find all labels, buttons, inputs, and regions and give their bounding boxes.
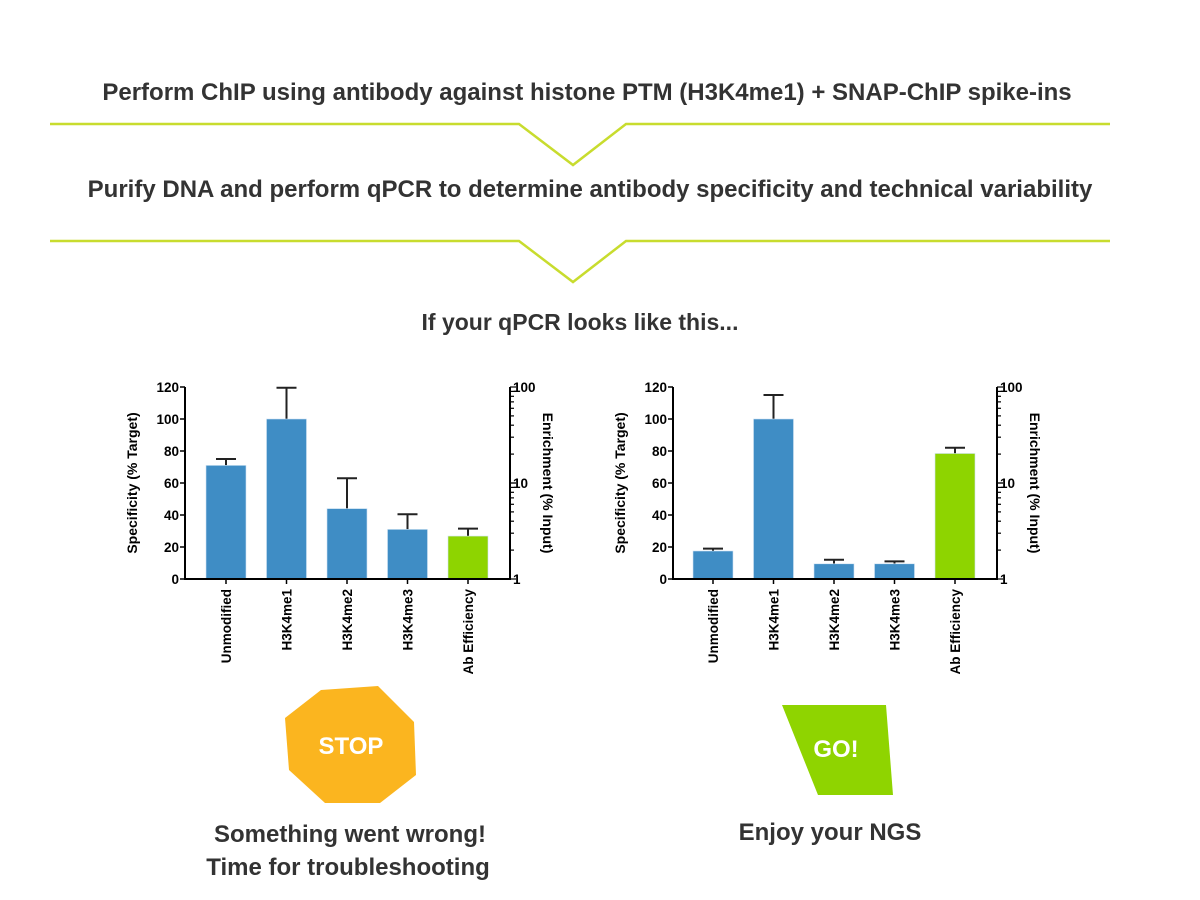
stop-sign-icon <box>285 686 416 803</box>
x-tick-label: Unmodified <box>219 589 234 663</box>
x-tick-label: H3K4me3 <box>888 589 903 651</box>
bar-ab-efficiency <box>447 535 489 580</box>
y-tick-label: 20 <box>164 540 179 555</box>
chart-good-result: Unmodified H3K4me1 H3K4me2 H3K4me3 Ab Effici… <box>612 380 1043 675</box>
x-tick-label: H3K4me1 <box>280 589 295 651</box>
y2-axis-title: Enrichment (% Input) <box>1027 413 1043 554</box>
y-axis-title: Specificity (% Target) <box>612 412 628 553</box>
step2-text: Purify DNA and perform qPCR to determine… <box>88 176 1093 203</box>
y-tick-label: 20 <box>652 540 667 555</box>
x-tick-label: H3K4me2 <box>340 589 355 651</box>
prompt-text: If your qPCR looks like this... <box>422 309 739 335</box>
chart-bad-result: Unmodified H3K4me1 H3K4me2 H3K4me3 Ab Effici… <box>124 380 556 675</box>
y2-tick-label: 1 <box>513 572 521 587</box>
y-tick-label: 0 <box>171 572 179 587</box>
go-message: Enjoy your NGS <box>739 819 922 846</box>
y-tick-label: 120 <box>644 380 667 395</box>
x-tick-label: H3K4me1 <box>767 589 782 651</box>
stop-message-line2: Time for troubleshooting <box>206 854 490 881</box>
bar-h3k4me3 <box>387 529 428 580</box>
y2-tick-label: 1 <box>1000 572 1008 587</box>
chevron-divider-1 <box>50 122 1110 167</box>
y-tick-label: 60 <box>652 476 667 491</box>
bar-h3k4me1 <box>753 418 794 580</box>
go-sign-icon <box>782 705 893 795</box>
y-tick-label: 100 <box>156 412 179 427</box>
x-tick-label: H3K4me2 <box>827 589 842 651</box>
bar-unmodified <box>692 550 734 580</box>
y-tick-label: 100 <box>644 412 667 427</box>
y-tick-label: 40 <box>164 508 179 523</box>
bar-unmodified <box>205 465 247 580</box>
step1-text: Perform ChIP using antibody against hist… <box>102 79 1071 106</box>
stop-label: STOP <box>319 733 384 760</box>
bar-h3k4me2 <box>813 563 855 580</box>
y2-axis-title: Enrichment (% Input) <box>540 413 556 554</box>
y2-tick-label: 100 <box>513 380 536 395</box>
y2-tick-label: 10 <box>1000 476 1015 491</box>
x-tick-label: H3K4me3 <box>401 589 416 651</box>
y-tick-label: 0 <box>659 572 667 587</box>
bar-h3k4me1 <box>266 418 307 580</box>
y-axis-title: Specificity (% Target) <box>124 412 140 553</box>
bar-h3k4me2 <box>326 508 368 580</box>
y-tick-label: 120 <box>156 380 179 395</box>
y2-tick-label: 100 <box>1000 380 1023 395</box>
bar-ab-efficiency <box>934 453 976 580</box>
y-tick-label: 60 <box>164 476 179 491</box>
go-label: GO! <box>813 736 858 763</box>
x-tick-label: Ab Efficiency <box>948 589 963 675</box>
y2-tick-label: 10 <box>513 476 528 491</box>
x-tick-label: Ab Efficiency <box>461 589 476 675</box>
y-tick-label: 80 <box>164 444 179 459</box>
x-tick-label: Unmodified <box>706 589 721 663</box>
stop-message-line1: Something went wrong! <box>214 821 486 848</box>
y-tick-label: 40 <box>652 508 667 523</box>
bar-h3k4me3 <box>874 563 915 580</box>
y-tick-label: 80 <box>652 444 667 459</box>
chevron-divider-2 <box>50 239 1110 284</box>
